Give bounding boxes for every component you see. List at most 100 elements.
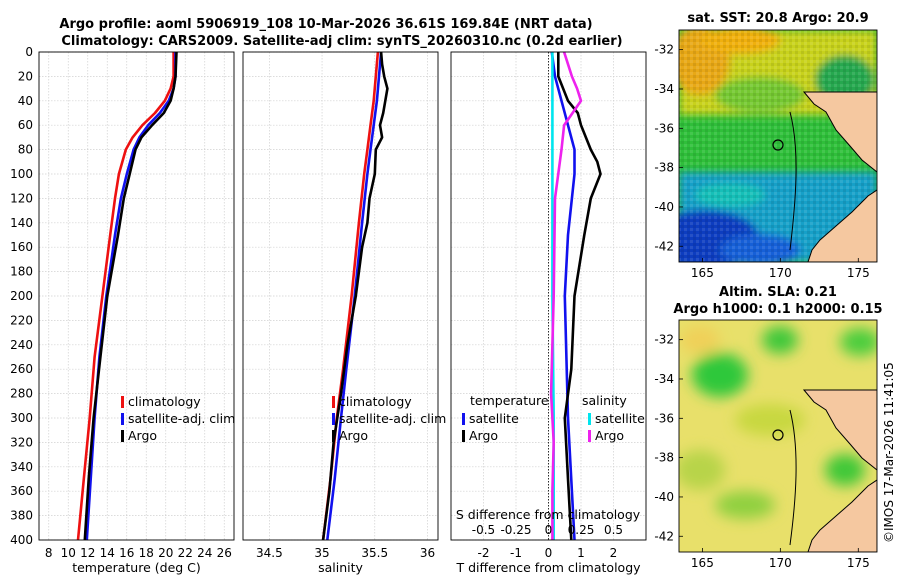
map-y-tick-label: -32: [654, 43, 674, 57]
y-tick-label: 400: [10, 533, 33, 547]
s-tick-label: 0: [545, 523, 553, 537]
legend-label: satellite-adj. clim: [128, 411, 235, 426]
temperature-panel: 0 20 40 60 80 100 120 140 160 180 200 220 240 260 280 3…: [10, 45, 235, 575]
y-tick-label: 180: [10, 265, 33, 279]
y-tick-label: 0: [25, 45, 33, 59]
legend-swatch: [462, 413, 465, 425]
x-tick-label: 8: [45, 546, 53, 560]
legend-title-salinity: salinity: [582, 393, 627, 408]
x-tick-label: 18: [139, 546, 154, 560]
sla-argo-marker: [772, 429, 784, 441]
legend-label: Argo: [595, 428, 624, 443]
s-tick-label: 0.25: [568, 523, 595, 537]
sla-land-north-island: [802, 389, 877, 471]
s-axis-label: S difference from climatology: [456, 507, 641, 522]
plot-frame: [450, 51, 647, 541]
legend-label: Argo: [339, 428, 368, 443]
y-tick-label: 380: [10, 509, 33, 523]
sst-map: -32 -34 -36 -38 -40 -42 165 170 175: [654, 29, 878, 280]
x-tick-label: 1: [577, 546, 585, 560]
legend-label: satellite: [595, 411, 645, 426]
map-x-tick-label: 165: [691, 266, 714, 280]
map-y-tick-label: -34: [654, 372, 674, 386]
y-tick-label: 20: [18, 69, 33, 83]
sst-argo-marker: [772, 139, 784, 151]
legend-label: climatology: [339, 394, 412, 409]
legend-swatch: [332, 430, 335, 442]
legend-swatch: [332, 413, 335, 425]
y-tick-label: 40: [18, 94, 33, 108]
x-tick-label: 20: [158, 546, 173, 560]
y-tick-label: 140: [10, 216, 33, 230]
y-tick-label: 320: [10, 435, 33, 449]
legend-label: climatology: [128, 394, 201, 409]
series-line-temperature-argo: [556, 52, 602, 541]
legend-swatch: [588, 413, 591, 425]
y-tick-label: 120: [10, 191, 33, 205]
legend-label: Argo: [469, 428, 498, 443]
plot-frame: [38, 51, 235, 541]
y-tick-label: 220: [10, 313, 33, 327]
series-line-temperature-satellite: [550, 51, 576, 541]
imos-credit: ©IMOS 17-Mar-2026 11:41:05: [882, 362, 896, 543]
x-axis-label: T difference from climatology: [455, 560, 641, 575]
y-tick-label: 240: [10, 338, 33, 352]
legend-swatch: [332, 396, 335, 408]
map-y-tick-label: -40: [654, 200, 674, 214]
y-tick-label: 60: [18, 118, 33, 132]
sst-map-title: sat. SST: 20.8 Argo: 20.9: [687, 11, 868, 26]
map-y-tick-label: -36: [654, 411, 674, 425]
legend-title-temperature: temperature: [470, 393, 549, 408]
map-x-tick-label: 170: [769, 556, 792, 570]
y-tick-label: 100: [10, 167, 33, 181]
legend-label: satellite: [469, 411, 519, 426]
y-tick-label: 200: [10, 289, 33, 303]
x-axis-label: salinity: [318, 560, 363, 575]
map-x-tick-label: 170: [769, 266, 792, 280]
sst-land-south-island: [807, 189, 877, 262]
map-y-tick-label: -42: [654, 529, 674, 543]
map-y-tick-label: -34: [654, 82, 674, 96]
series-line-salinity-argo: [549, 51, 583, 540]
sla-map-title-line2: Argo h1000: 0.1 h2000: 0.15: [673, 302, 882, 317]
x-tick-label: -1: [510, 546, 522, 560]
legend-swatch: [121, 430, 124, 442]
salinity-panel: 34.5 35 35.5 36 salinity climatology satellite…: [242, 51, 446, 575]
x-tick-label: 12: [80, 546, 95, 560]
series-line-argo: [321, 51, 389, 541]
plot-frame: [242, 51, 439, 541]
map-y-tick-label: -38: [654, 451, 674, 465]
s-tick-label: -0.25: [500, 523, 531, 537]
x-tick-label: 36: [420, 546, 435, 560]
sla-map-title-line1: Altim. SLA: 0.21: [719, 285, 837, 300]
y-tick-label: 340: [10, 460, 33, 474]
s-tick-label: 0.5: [604, 523, 623, 537]
x-tick-label: 35: [314, 546, 329, 560]
x-tick-label: 34.5: [256, 546, 283, 560]
x-tick-label: 2: [610, 546, 618, 560]
y-tick-label: 360: [10, 484, 33, 498]
sst-land-north-island: [802, 91, 877, 173]
x-tick-label: 22: [178, 546, 193, 560]
y-tick-label: 80: [18, 143, 33, 157]
legend-swatch: [121, 396, 124, 408]
map-y-tick-label: -40: [654, 490, 674, 504]
series-line-satellite-adj-clim: [326, 51, 383, 541]
s-tick-label: -0.5: [472, 523, 495, 537]
legend-label: satellite-adj. clim: [339, 411, 446, 426]
legend-swatch: [588, 430, 591, 442]
y-tick-label: 300: [10, 411, 33, 425]
figure-title-line2: Climatology: CARS2009. Satellite-adj cli…: [61, 34, 622, 49]
legend-label: Argo: [128, 428, 157, 443]
x-tick-label: 16: [119, 546, 134, 560]
sla-map: -32 -34 -36 -38 -40 -42 165 170 175: [654, 319, 878, 570]
map-x-tick-label: 175: [847, 266, 870, 280]
series-line-argo: [83, 51, 178, 541]
x-tick-label: 24: [197, 546, 212, 560]
map-y-tick-label: -38: [654, 161, 674, 175]
x-tick-label: 35.5: [361, 546, 388, 560]
x-tick-label: 26: [217, 546, 232, 560]
map-x-tick-label: 175: [847, 556, 870, 570]
x-tick-label: -2: [478, 546, 490, 560]
